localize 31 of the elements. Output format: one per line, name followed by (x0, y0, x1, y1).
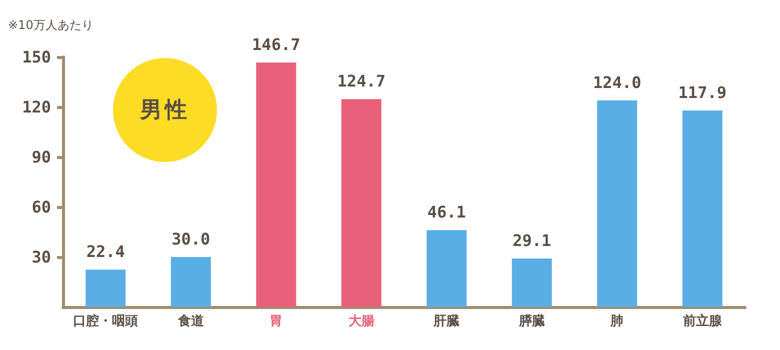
y-tick-label: 90 (32, 148, 51, 166)
bar (512, 258, 552, 307)
x-tick-label: 肺 (610, 314, 624, 329)
y-tick-label: 60 (32, 198, 51, 216)
bar (426, 230, 467, 307)
x-tick-label: 前立腺 (682, 313, 723, 329)
bar (170, 257, 211, 307)
x-tick-label: 胃 (270, 314, 283, 329)
y-tick-label: 150 (22, 48, 51, 66)
x-tick-label: 食道 (176, 314, 205, 329)
x-tick-label: 大腸 (348, 314, 374, 329)
data-label: 117.9 (678, 83, 726, 102)
data-label: 124.7 (337, 72, 386, 91)
bar (341, 99, 382, 307)
bar (86, 270, 126, 307)
y-tick-label: 30 (32, 248, 51, 266)
x-tick-label: 膵臓 (518, 314, 545, 329)
y-tick-label: 120 (22, 98, 51, 116)
data-label: 146.7 (252, 35, 300, 54)
bar (597, 100, 638, 307)
y-axis-title: ※10万人あたり (8, 18, 94, 32)
data-label: 46.1 (427, 202, 466, 222)
data-label: 30.0 (172, 230, 210, 248)
bar (682, 110, 722, 307)
bar (256, 62, 296, 307)
data-label: 29.1 (512, 231, 552, 250)
data-label: 124.0 (593, 72, 642, 92)
x-tick-label: 口腔・咽頭 (73, 313, 138, 329)
circle-badge: 男性 (113, 58, 217, 162)
data-label: 22.4 (86, 242, 125, 262)
x-tick-label: 肝臓 (432, 314, 460, 329)
